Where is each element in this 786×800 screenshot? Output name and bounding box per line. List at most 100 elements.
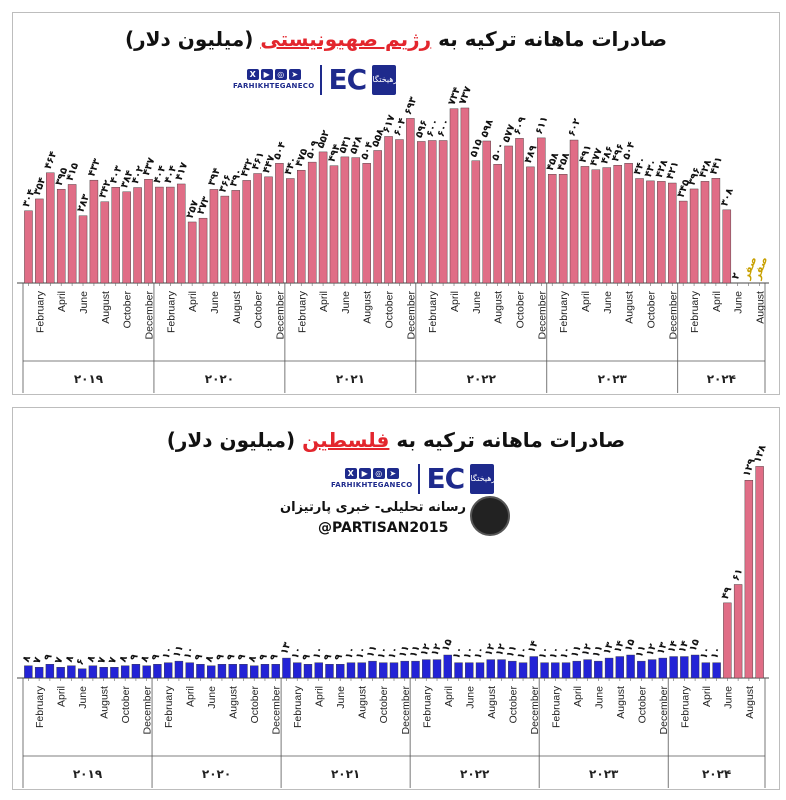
bar (646, 180, 655, 284)
bar (551, 662, 560, 679)
data-label: ۱۱ (365, 644, 380, 659)
bar (755, 466, 764, 679)
data-label: ۱۵ (440, 638, 455, 653)
x-tick-label: October (122, 291, 134, 329)
x-tick-label: August (493, 291, 505, 324)
bar (196, 664, 205, 679)
data-label: ۱۰ (473, 645, 488, 660)
data-label: ۱۲ (645, 642, 660, 657)
bar (88, 665, 98, 679)
bar (264, 176, 273, 284)
x-tick-label: April (318, 291, 330, 312)
bar (465, 662, 474, 679)
data-label: ۱۰ (386, 645, 401, 660)
data-label: ۹ (128, 653, 140, 663)
data-label: ۱۲ (483, 642, 498, 657)
bar (77, 668, 87, 679)
data-label: ۸ (247, 654, 259, 664)
bar (417, 141, 426, 284)
x-tick-label: October (249, 686, 261, 724)
year-label: ۲۰۲۲ (460, 767, 490, 781)
bar (271, 664, 280, 679)
bar (275, 163, 284, 284)
x-tick-label: August (744, 686, 756, 719)
data-label: ۸ (139, 654, 151, 664)
bar (604, 657, 614, 679)
bar (583, 659, 592, 679)
data-label: ۴۱۷ (174, 161, 191, 182)
data-label: ۴۹ (720, 586, 735, 601)
x-tick-label: February (34, 685, 46, 728)
x-tick-label: April (314, 686, 326, 707)
bar (482, 140, 491, 284)
title-suffix: (میلیون دلار) (124, 27, 261, 51)
bar (297, 169, 306, 284)
title-prefix: صادرات ماهانه ترکیه به (431, 27, 668, 51)
x-tick-label: February (296, 290, 308, 333)
bar (475, 662, 485, 679)
bar (701, 662, 711, 679)
bar (637, 660, 646, 679)
bar (690, 654, 700, 679)
bar (56, 188, 66, 284)
bar (368, 660, 377, 679)
data-label: ۱۲ (419, 642, 434, 657)
badge-logo: فرهیختگان (465, 463, 500, 494)
bar (449, 108, 459, 284)
telegram-icon: ➤ (288, 69, 301, 80)
bar (526, 166, 535, 284)
x-tick-label: December (658, 685, 670, 734)
bar (712, 662, 721, 679)
data-label: ۱۳ (602, 641, 617, 656)
data-label: ۱۱ (408, 644, 423, 659)
data-label: ۱۱ (171, 644, 186, 659)
x-tick-label: February (292, 685, 304, 728)
bar (340, 156, 350, 284)
data-label: ۱۴ (612, 639, 627, 654)
data-label: ۷ (107, 656, 119, 666)
year-label: ۲۰۲۴ (707, 372, 736, 386)
bar (239, 664, 248, 679)
x-tick-label: February (427, 290, 439, 333)
bar (120, 665, 130, 679)
data-label: ۱۱ (634, 644, 649, 659)
data-label: ۸ (21, 654, 33, 664)
data-label: ۵۵۲ (316, 129, 333, 150)
year-label: ۲۰۲۳ (589, 767, 619, 781)
bar (153, 664, 162, 679)
x-tick-label: October (384, 291, 396, 329)
data-label: ۵۰۴ (621, 140, 638, 161)
chart-panel-palestine: صادرات ماهانه ترکیه به فلسطین (میلیون دل… (12, 407, 780, 790)
bar (110, 667, 119, 679)
bar (540, 662, 549, 679)
bar (486, 659, 495, 679)
x-tick-label: August (755, 291, 767, 324)
bar (209, 189, 219, 284)
bar (45, 664, 55, 679)
data-label: ۱۲ (580, 642, 595, 657)
data-label: ۴۴۱ (708, 155, 725, 176)
bar (131, 664, 141, 679)
youtube-icon: ▶ (358, 468, 371, 479)
data-label: ۷ (53, 656, 65, 666)
data-label: ۶۰۹ (512, 115, 529, 136)
bar (400, 660, 409, 679)
x-tick-label: October (507, 686, 519, 724)
instagram-icon: ◎ (372, 468, 385, 479)
bar (207, 665, 216, 679)
data-label: ۷ (96, 656, 108, 666)
x-tick-label: August (615, 686, 627, 719)
data-label: ۶۱۱ (534, 115, 551, 136)
bar (427, 140, 437, 284)
bar (547, 174, 557, 284)
bar (24, 210, 33, 284)
data-label: ۴۳۳ (86, 157, 103, 178)
data-label: ۹ (333, 653, 345, 663)
data-label: ۱۲ (494, 642, 509, 657)
x-tick-label: December (529, 685, 541, 734)
x-tick-label: June (733, 291, 745, 314)
x-tick-label: February (679, 685, 691, 728)
year-label: ۲۰۲۱ (331, 767, 360, 781)
x-tick-label: December (142, 685, 154, 734)
bar (613, 164, 622, 284)
